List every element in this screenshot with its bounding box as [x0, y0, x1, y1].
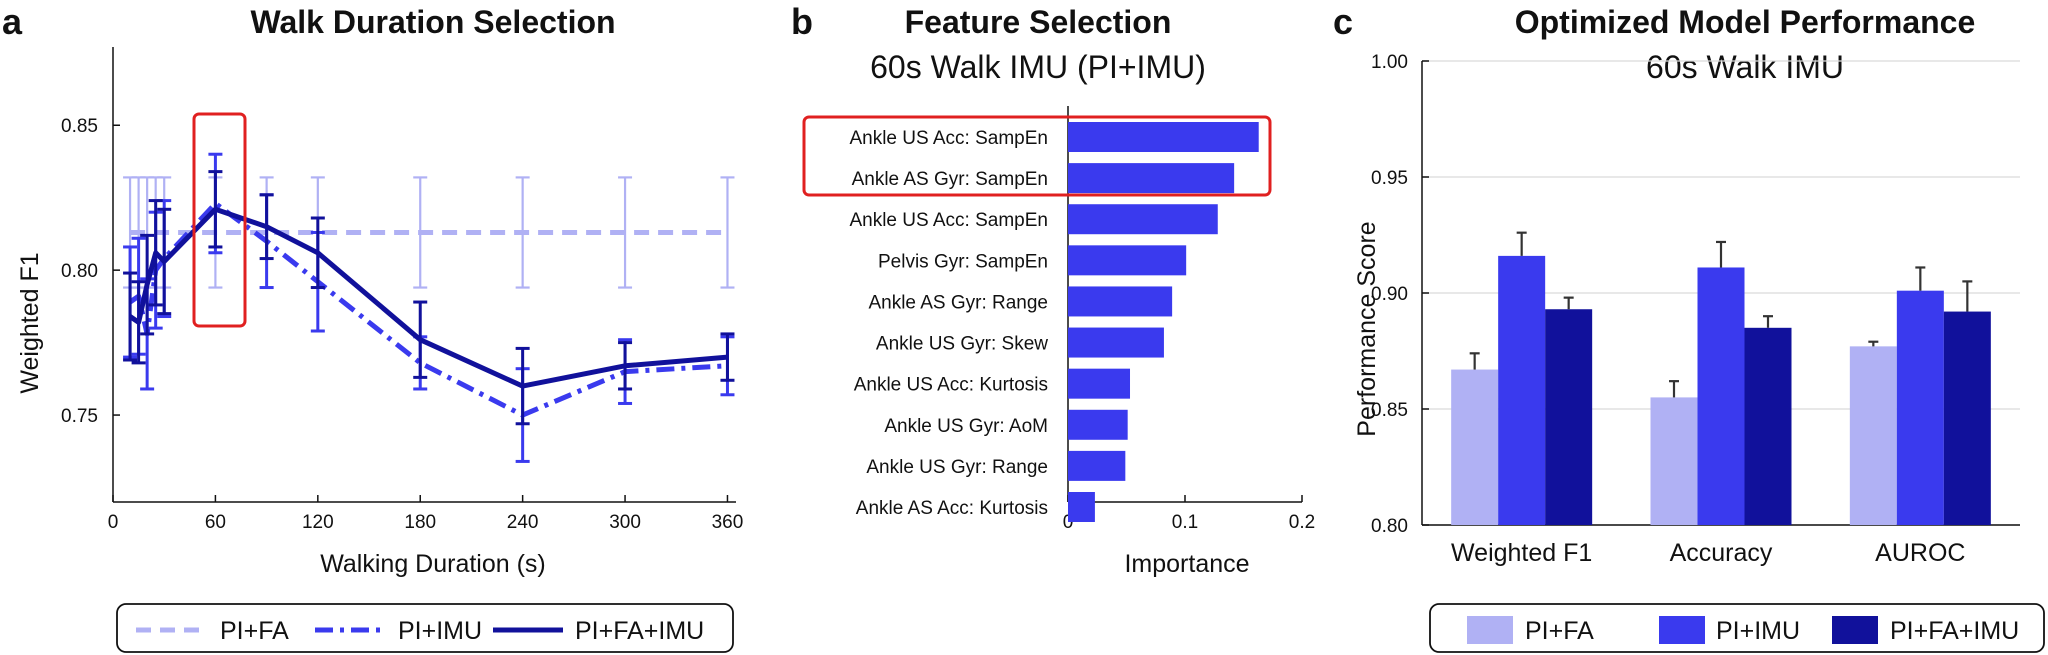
y-tick-label: 0.80	[61, 261, 98, 282]
bar-pi-fa-imu-auroc	[1943, 311, 1991, 525]
x-axis-label-walk-duration: Walking Duration (s)	[320, 550, 546, 578]
series-pi-fa-imu	[123, 170, 735, 426]
bar-pi-imu-weighted-f1	[1498, 255, 1546, 525]
walk-duration-series	[123, 152, 735, 463]
x-tick-label: 120	[302, 512, 334, 533]
x-tick-label: 240	[507, 512, 539, 533]
panel-a: a Walk Duration Selection 0 60 120 180 240 30…	[2, 1, 743, 653]
performance-bars	[1451, 231, 1991, 525]
bar-ankle-us-acc-sampen	[1068, 204, 1218, 235]
feature-label: Ankle US Gyr: Skew	[876, 334, 1048, 355]
legend-label-pi-imu: PI+IMU	[398, 617, 482, 645]
feature-label: Ankle US Gyr: Range	[866, 457, 1048, 478]
bar-ankle-us-gyr-aom	[1068, 409, 1128, 440]
y-tick-label: 0.75	[61, 406, 98, 427]
series-line-pi-imu	[128, 201, 728, 418]
y-tick-label: 0.85	[61, 116, 98, 137]
legend-frame	[116, 603, 734, 653]
bar-pi-fa-imu-weighted-f1	[1545, 309, 1593, 525]
feature-label: Ankle US Acc: SampEn	[849, 128, 1048, 149]
performance-axes: 0.80 0.85 0.90 0.95 1.00 Weighted F1 Accuracy A…	[1371, 52, 2020, 567]
y-axis-label-weighted-f1: Weighted F1	[16, 252, 44, 393]
panel-letter-b: b	[791, 1, 813, 42]
x-category-label: Weighted F1	[1451, 539, 1592, 567]
x-tick-label: 0.1	[1172, 512, 1198, 533]
x-tick-label: 180	[404, 512, 436, 533]
x-tick-label: 300	[609, 512, 641, 533]
panel-c: c Optimized Model Performance 60s Walk I…	[1333, 1, 2045, 653]
x-tick-label: 360	[712, 512, 744, 533]
panel-letter-a: a	[2, 1, 23, 42]
bar-ankle-us-gyr-range	[1068, 450, 1126, 481]
chart-title-optimized-performance: Optimized Model Performance	[1515, 4, 1976, 40]
legend-label-pi-imu: PI+IMU	[1716, 617, 1800, 645]
bar-pelvis-gyr-sampen	[1068, 245, 1187, 276]
bar-pi-imu-auroc	[1896, 290, 1944, 525]
bar-pi-imu-accuracy	[1697, 267, 1745, 525]
legend-label-pi-fa: PI+FA	[1525, 617, 1594, 645]
x-category-label: Accuracy	[1670, 539, 1773, 567]
chart-title-feature-selection: Feature Selection	[905, 4, 1172, 40]
bar-pi-fa-weighted-f1	[1451, 369, 1499, 525]
legend-label-pi-fa-imu: PI+FA+IMU	[575, 617, 704, 645]
x-tick-label: 0	[1063, 512, 1074, 533]
y-tick-label: 1.00	[1371, 52, 1408, 73]
bar-pi-fa-imu-accuracy	[1744, 327, 1792, 525]
legend-swatch-pi-fa-imu	[1832, 616, 1878, 644]
bar-ankle-as-gyr-range	[1068, 286, 1173, 317]
walk-duration-axes: 0 60 120 180 240 300 360 0.75 0.80 0.85	[61, 47, 743, 533]
x-tick-label: 60	[205, 512, 226, 533]
feature-label: Ankle AS Gyr: SampEn	[852, 169, 1048, 190]
bar-ankle-as-gyr-sampen	[1068, 163, 1235, 194]
feature-selection-bars: Ankle US Acc: SampEn Ankle AS Gyr: SampEn…	[849, 122, 1259, 522]
feature-label: Ankle AS Gyr: Range	[868, 292, 1048, 313]
x-tick-label: 0	[108, 512, 119, 533]
legend-swatch-pi-imu	[1659, 616, 1705, 644]
chart-subtitle-feature-selection: 60s Walk IMU (PI+IMU)	[870, 49, 1206, 85]
bar-ankle-us-acc-sampen	[1068, 122, 1259, 152]
feature-label: Ankle US Acc: Kurtosis	[854, 375, 1048, 396]
chart-title-walk-duration: Walk Duration Selection	[250, 4, 615, 40]
y-tick-label: 0.95	[1371, 168, 1408, 189]
highlight-box-60s	[192, 112, 247, 328]
highlight-box-top-features	[802, 115, 1272, 197]
bar-pi-fa-accuracy	[1650, 397, 1698, 525]
x-category-label: AUROC	[1875, 539, 1965, 567]
bar-pi-fa-auroc	[1849, 346, 1897, 525]
chart-subtitle-optimized-performance: 60s Walk IMU	[1646, 49, 1844, 85]
feature-label: Ankle US Acc: SampEn	[849, 210, 1048, 231]
legend-frame	[1429, 603, 2045, 653]
legend-panel-c: PI+FA PI+IMU PI+FA+IMU	[1429, 603, 2045, 653]
bar-ankle-as-acc-kurtosis	[1068, 492, 1095, 522]
feature-label: Ankle US Gyr: AoM	[884, 416, 1048, 437]
legend-swatch-pi-fa	[1467, 616, 1513, 644]
legend-label-pi-fa-imu: PI+FA+IMU	[1890, 617, 2019, 645]
y-axis-label-performance-score: Performance Score	[1353, 221, 1381, 436]
y-tick-label: 0.85	[1371, 400, 1408, 421]
y-tick-label: 0.90	[1371, 284, 1408, 305]
feature-label: Ankle AS Acc: Kurtosis	[856, 498, 1048, 519]
x-tick-label: 0.2	[1289, 512, 1315, 533]
x-axis-label-importance: Importance	[1124, 550, 1249, 578]
panel-letter-c: c	[1333, 1, 1353, 42]
legend-panel-a: PI+FA PI+IMU PI+FA+IMU	[116, 603, 734, 653]
bar-ankle-us-gyr-skew	[1068, 327, 1164, 358]
bar-ankle-us-acc-kurtosis	[1068, 368, 1131, 399]
panel-b: b Feature Selection 60s Walk IMU (PI+IMU…	[791, 1, 1315, 578]
feature-label: Pelvis Gyr: SampEn	[878, 251, 1048, 272]
legend-label-pi-fa: PI+FA	[220, 617, 289, 645]
y-tick-label: 0.80	[1371, 516, 1408, 537]
series-line-pi-fa-imu	[128, 206, 728, 389]
